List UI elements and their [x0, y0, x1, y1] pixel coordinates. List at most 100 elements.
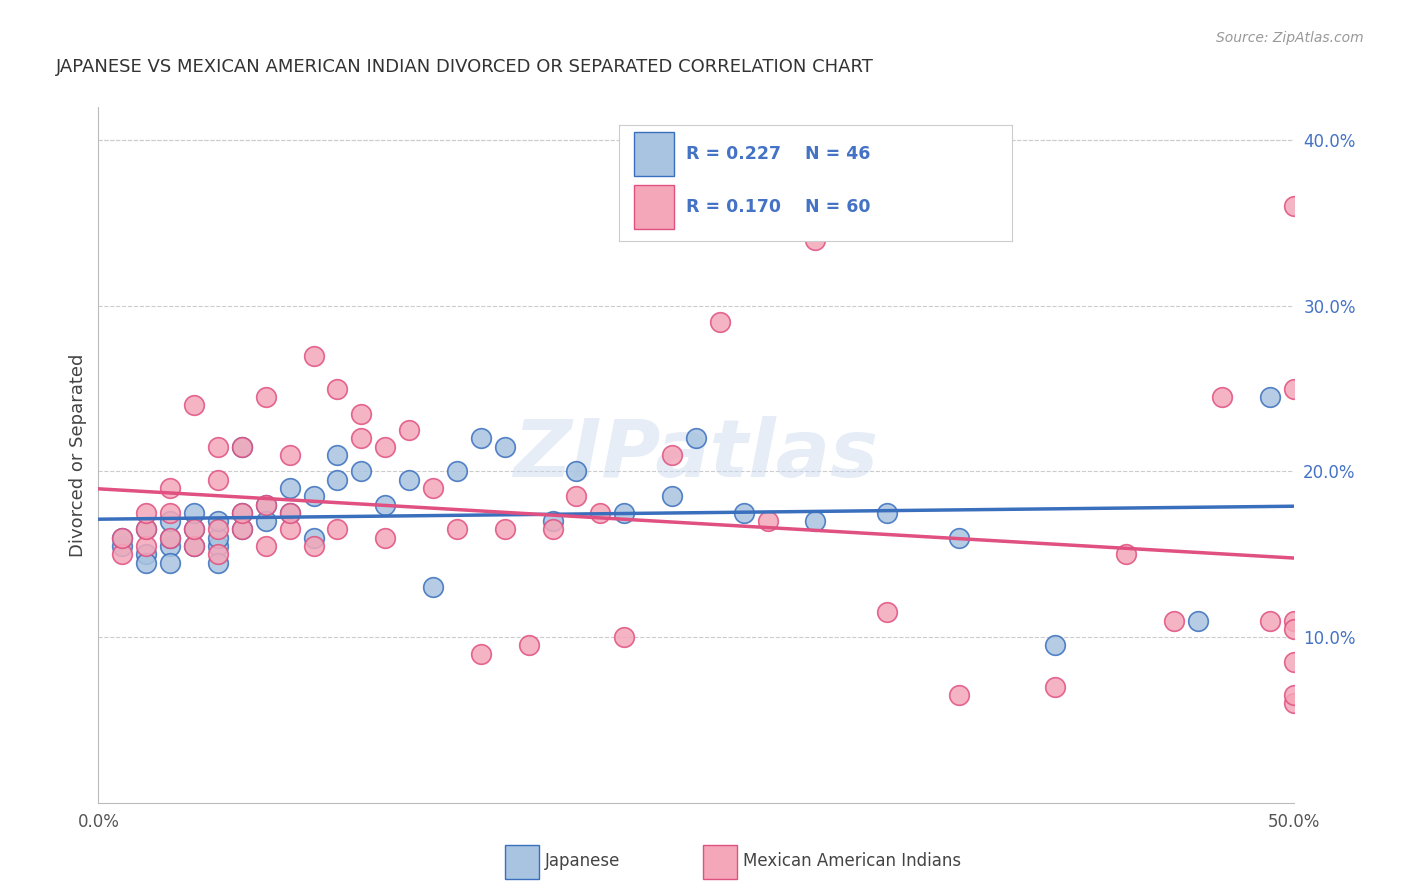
- Point: [446, 465, 468, 479]
- Point: [278, 523, 301, 537]
- Point: [278, 481, 301, 495]
- Text: Japanese: Japanese: [546, 852, 620, 870]
- Point: [183, 523, 205, 537]
- Point: [159, 481, 181, 495]
- Point: [804, 233, 827, 247]
- Point: [1282, 655, 1305, 669]
- Point: [1163, 614, 1185, 628]
- Point: [231, 506, 253, 520]
- Point: [111, 531, 134, 545]
- Point: [350, 407, 373, 421]
- Point: [207, 531, 229, 545]
- Point: [302, 539, 325, 553]
- Point: [709, 315, 731, 329]
- Point: [1187, 614, 1209, 628]
- Point: [374, 440, 396, 454]
- Point: [374, 498, 396, 512]
- Point: [541, 514, 564, 528]
- Point: [135, 506, 157, 520]
- Point: [326, 382, 349, 396]
- Point: [111, 547, 134, 561]
- Point: [350, 431, 373, 445]
- Point: [183, 523, 205, 537]
- Point: [1282, 382, 1305, 396]
- Point: [326, 448, 349, 462]
- Point: [1258, 614, 1281, 628]
- Point: [254, 498, 277, 512]
- Point: [733, 506, 755, 520]
- Point: [302, 349, 325, 363]
- Point: [159, 506, 181, 520]
- Point: [135, 523, 157, 537]
- Point: [948, 531, 970, 545]
- Point: [350, 465, 373, 479]
- Point: [326, 523, 349, 537]
- Point: [183, 506, 205, 520]
- Point: [661, 448, 683, 462]
- Point: [159, 531, 181, 545]
- Point: [398, 423, 420, 437]
- Point: [159, 531, 181, 545]
- Point: [135, 523, 157, 537]
- Point: [1282, 688, 1305, 702]
- Point: [494, 440, 516, 454]
- Point: [517, 639, 540, 653]
- Point: [1043, 639, 1066, 653]
- Point: [135, 547, 157, 561]
- Bar: [505, 846, 538, 879]
- Point: [1115, 547, 1137, 561]
- Bar: [703, 846, 737, 879]
- Point: [231, 506, 253, 520]
- Bar: [634, 132, 673, 176]
- Text: Source: ZipAtlas.com: Source: ZipAtlas.com: [1216, 31, 1364, 45]
- Text: R = 0.227    N = 46: R = 0.227 N = 46: [686, 145, 870, 163]
- Point: [565, 489, 588, 503]
- Point: [661, 489, 683, 503]
- Point: [422, 481, 444, 495]
- Point: [374, 531, 396, 545]
- Point: [159, 539, 181, 553]
- Point: [589, 506, 612, 520]
- Point: [326, 473, 349, 487]
- Point: [135, 556, 157, 570]
- Point: [254, 539, 277, 553]
- Point: [111, 531, 134, 545]
- Point: [278, 506, 301, 520]
- Point: [1211, 390, 1233, 404]
- Text: Mexican American Indians: Mexican American Indians: [744, 852, 962, 870]
- Point: [1282, 697, 1305, 711]
- Point: [948, 688, 970, 702]
- Point: [1043, 680, 1066, 694]
- Point: [278, 506, 301, 520]
- Point: [231, 523, 253, 537]
- Point: [254, 390, 277, 404]
- Point: [1282, 622, 1305, 636]
- Point: [302, 489, 325, 503]
- Point: [302, 531, 325, 545]
- Point: [183, 398, 205, 412]
- Point: [876, 506, 898, 520]
- Point: [685, 431, 707, 445]
- Point: [254, 514, 277, 528]
- Point: [541, 523, 564, 537]
- Point: [876, 605, 898, 619]
- Point: [159, 514, 181, 528]
- Point: [231, 523, 253, 537]
- Point: [398, 473, 420, 487]
- Point: [1282, 614, 1305, 628]
- Point: [470, 431, 492, 445]
- Point: [231, 440, 253, 454]
- Point: [207, 539, 229, 553]
- Point: [446, 523, 468, 537]
- Point: [135, 539, 157, 553]
- Bar: [634, 186, 673, 229]
- Text: JAPANESE VS MEXICAN AMERICAN INDIAN DIVORCED OR SEPARATED CORRELATION CHART: JAPANESE VS MEXICAN AMERICAN INDIAN DIVO…: [56, 58, 875, 76]
- Point: [207, 547, 229, 561]
- Y-axis label: Divorced or Separated: Divorced or Separated: [69, 353, 87, 557]
- Point: [231, 440, 253, 454]
- Point: [207, 440, 229, 454]
- Point: [278, 448, 301, 462]
- Point: [470, 647, 492, 661]
- Point: [111, 539, 134, 553]
- Point: [613, 630, 636, 644]
